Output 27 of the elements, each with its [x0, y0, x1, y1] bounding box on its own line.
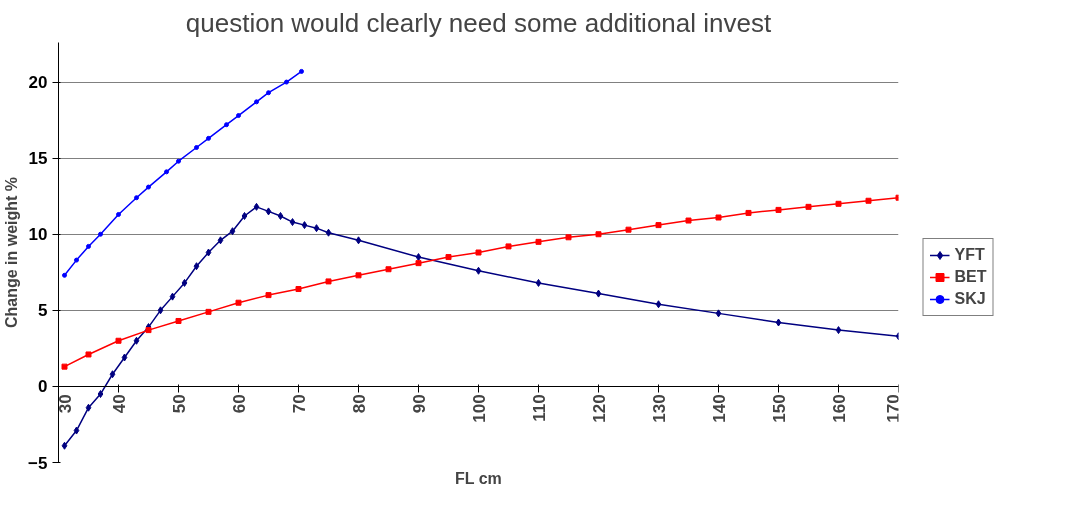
x-tick-label: 110: [529, 394, 549, 422]
legend-label: YFT: [954, 245, 985, 264]
text: question would clearly need some additional invest: [185, 7, 772, 38]
y-tick-label: 20: [28, 73, 48, 93]
x-tick-label: 40: [109, 394, 129, 414]
x-tick-label: 30: [55, 394, 75, 414]
y-axis-title: Change in weight %: [3, 176, 21, 329]
x-tick-label: 50: [169, 394, 189, 414]
y-tick-label: 15: [28, 149, 48, 169]
x-tick-label: 150: [769, 394, 789, 423]
x-tick-label: 80: [349, 394, 369, 414]
legend-label: BET: [954, 267, 987, 286]
x-tick-label: 170: [883, 394, 903, 423]
y-tick-label: 10: [28, 225, 48, 245]
x-axis-title: FL cm: [454, 469, 502, 487]
legend-label: SKJ: [954, 289, 986, 308]
x-tick-label: 100: [469, 394, 489, 423]
x-tick-label: 160: [829, 394, 849, 423]
x-tick-label: 130: [649, 394, 669, 423]
x-tick-label: 120: [589, 394, 609, 423]
x-tick-label: 60: [229, 394, 249, 414]
y-tick-label: 5: [38, 301, 48, 321]
x-tick-label: 70: [289, 394, 309, 414]
y-tick-label: 0: [38, 377, 48, 397]
y-tick-label: −5: [28, 453, 48, 473]
x-tick-label: 90: [409, 394, 429, 414]
x-tick-label: 140: [709, 394, 729, 423]
